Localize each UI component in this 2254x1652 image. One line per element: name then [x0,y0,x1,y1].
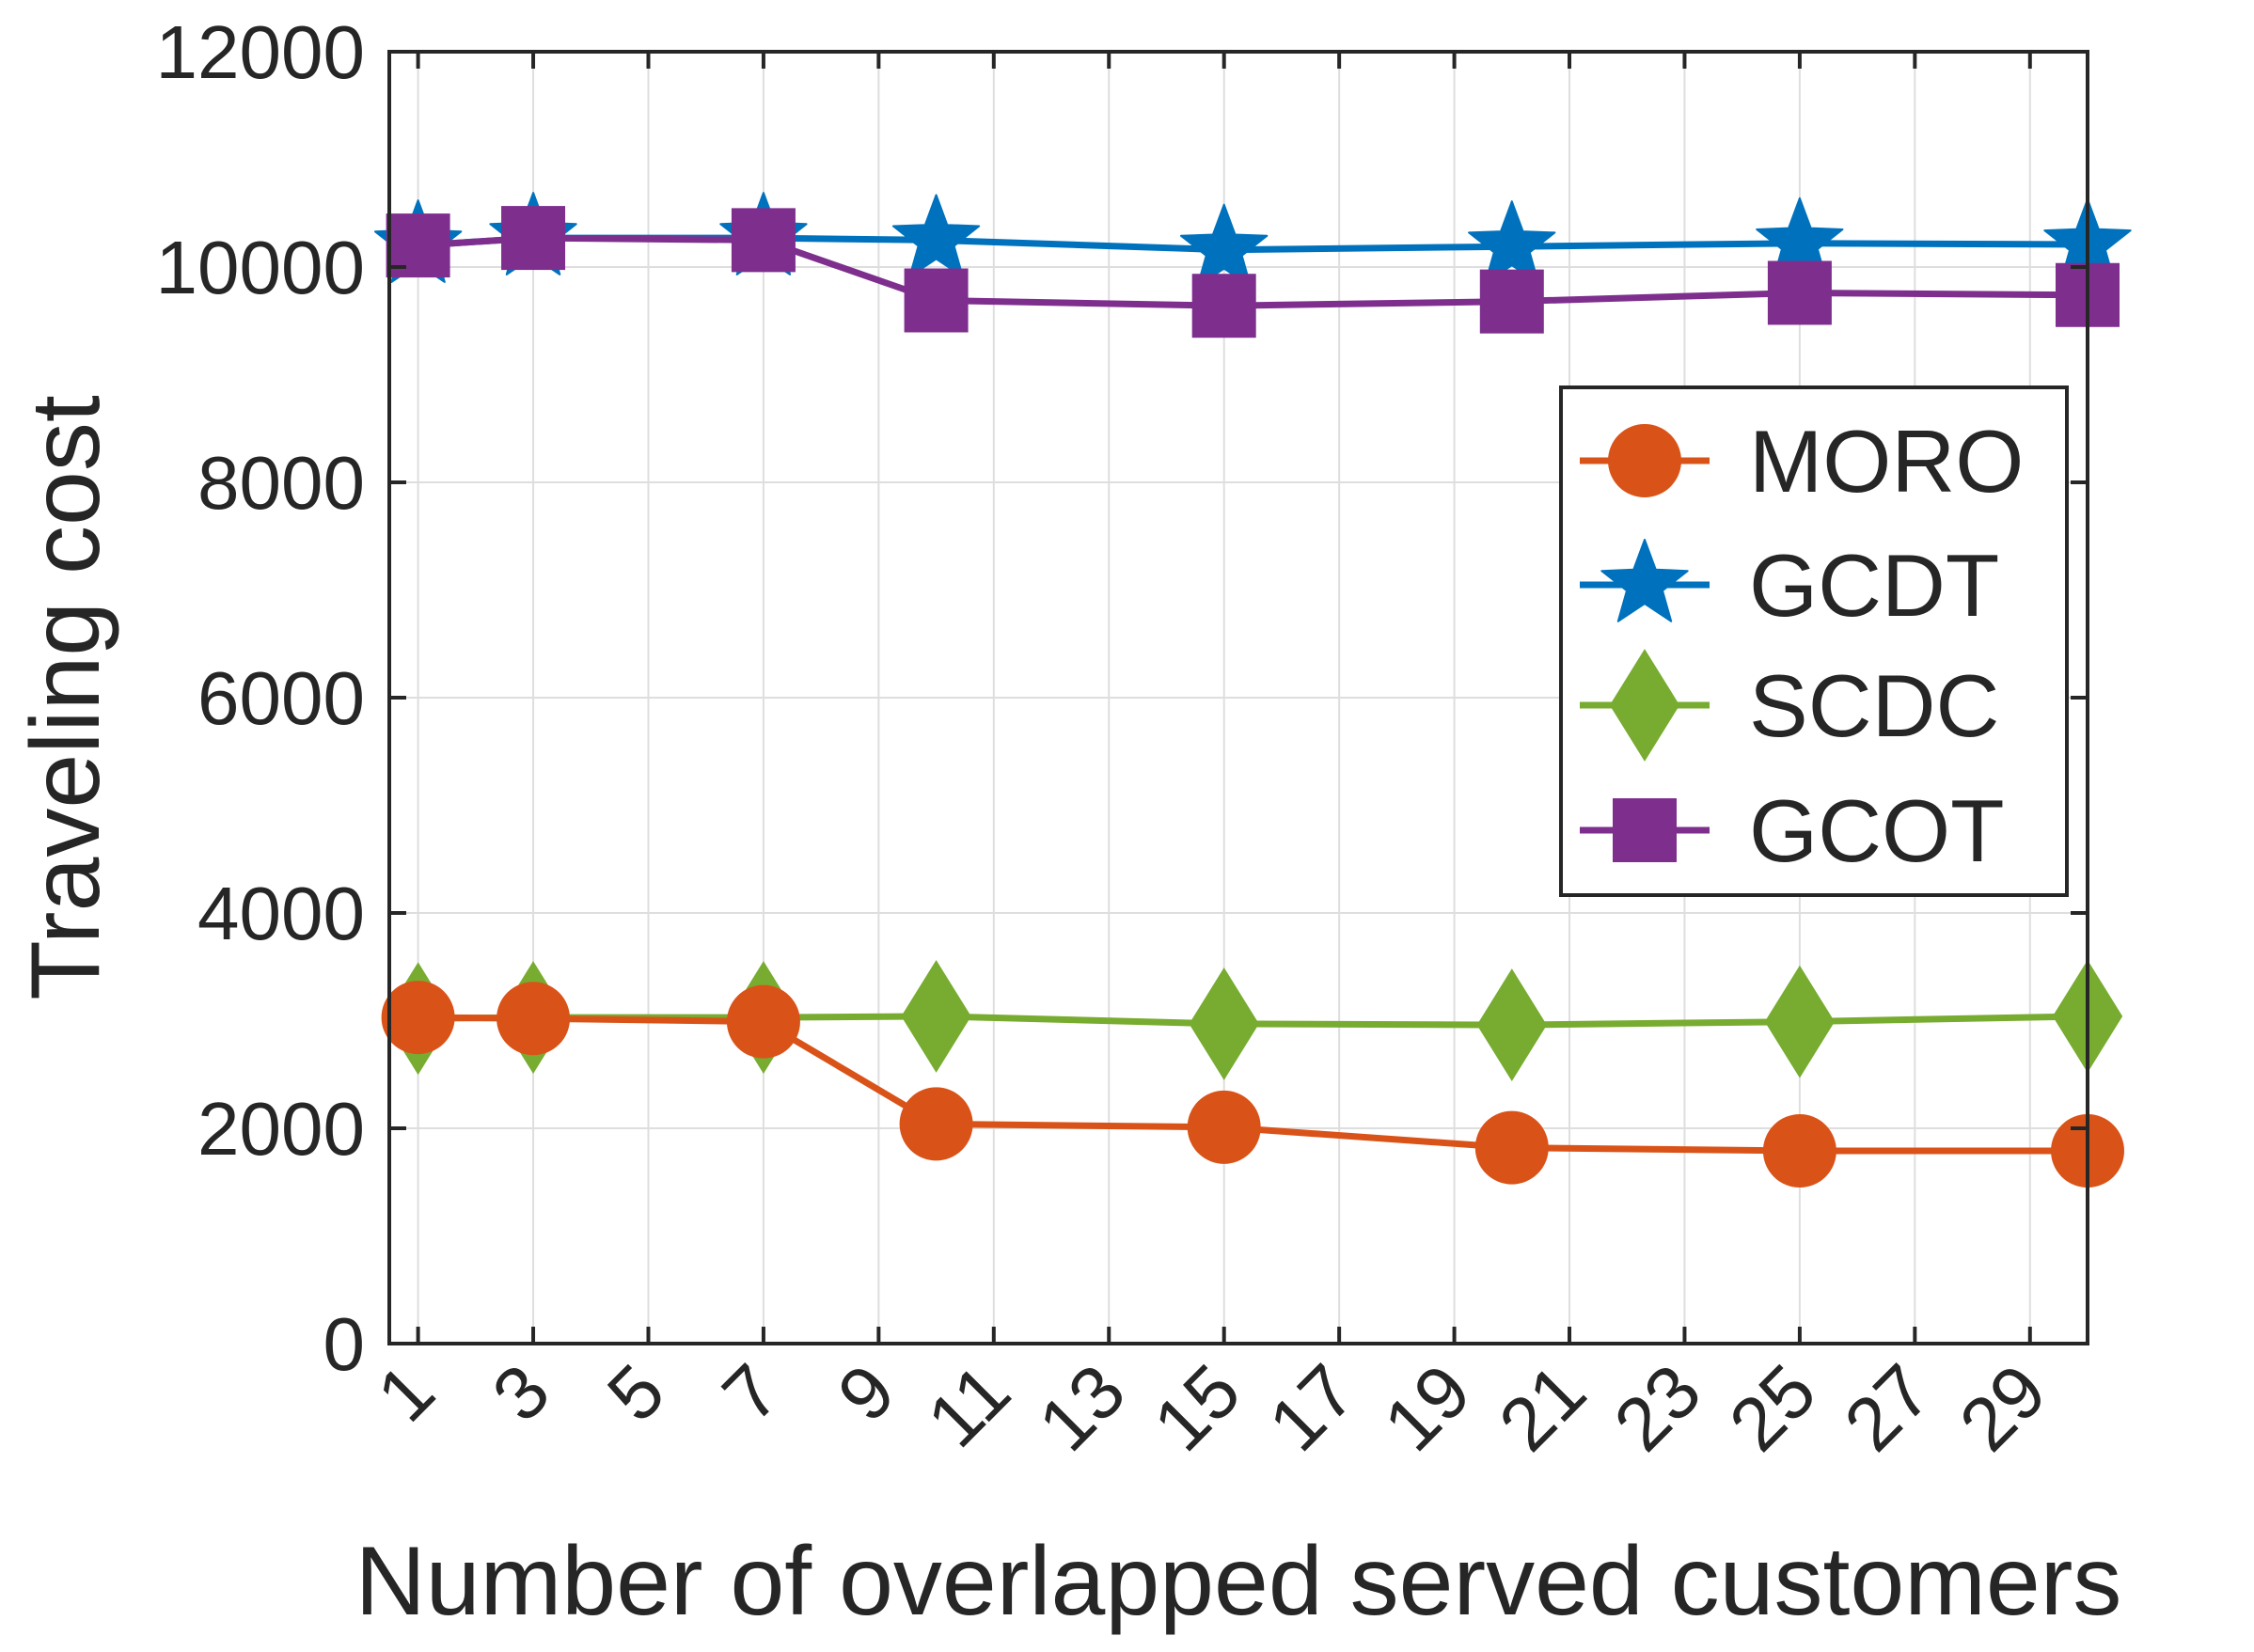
data-point-moro [1187,1090,1261,1164]
legend-marker-gcot [1613,798,1677,862]
legend-item-gcot: GCOT [1580,781,2005,880]
data-point-moro [726,984,800,1059]
y-tick-label: 2000 [197,1087,365,1171]
legend-label-gcdt: GCDT [1749,536,1999,635]
data-point-gcot [1191,274,1256,338]
y-axis-ticks: 0 2000 4000 6000 8000 10000 12000 [156,10,2088,1386]
data-point-gcot [731,208,796,273]
x-axis-label: Number of overlapped served customers [355,1527,2122,1636]
legend-marker-scdc [1609,649,1680,762]
y-axis-label: Traveling cost [11,395,120,1000]
data-point-moro [1474,1110,1549,1185]
series-line-moro [418,1014,2088,1155]
y-tick-label: 6000 [197,656,365,740]
legend-item-scdc: SCDC [1580,649,1999,762]
data-point-moro [1762,1114,1836,1188]
data-point-moro [497,982,571,1056]
data-point-gcdt [1468,200,1556,285]
legend-marker-gcdt [1600,539,1689,622]
legend-label-moro: MORO [1749,412,2024,511]
y-tick-label: 8000 [197,441,365,525]
legend: MORO GCDT SCDC GCOT [1559,385,2069,897]
series-line-gcot [418,234,2088,309]
data-point-scdc [901,960,971,1073]
y-tick-label: 10000 [156,226,365,309]
data-point-gcot [1479,269,1544,334]
legend-label-gcot: GCOT [1749,781,2005,880]
data-point-gcot [904,268,969,333]
data-point-gcot [501,206,566,271]
data-point-gcdt [1180,203,1269,288]
data-point-gcot [1767,260,1832,325]
data-point-moro [899,1087,973,1161]
data-point-scdc [1189,968,1259,1080]
legend-item-gcdt: GCDT [1580,536,1999,635]
legend-marker-moro [1608,424,1681,497]
y-tick-label: 0 [323,1302,366,1386]
series-moro [381,981,2124,1188]
data-point-scdc [1476,968,1547,1081]
legend-item-moro: MORO [1580,412,2024,511]
y-tick-label: 12000 [156,10,365,94]
y-tick-label: 4000 [197,872,365,955]
legend-label-scdc: SCDC [1749,656,1999,755]
data-point-moro [381,981,455,1055]
data-point-gcdt [891,194,981,278]
data-point-scdc [1764,965,1836,1078]
